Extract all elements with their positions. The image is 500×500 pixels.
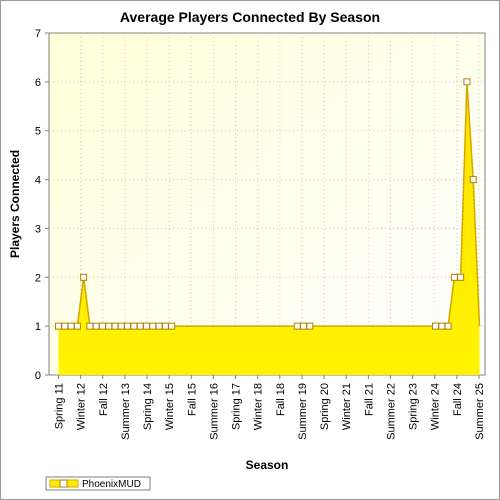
y-tick-label: 1: [35, 321, 41, 333]
x-tick-label: Summer 19: [297, 383, 309, 440]
series-area-fill: [58, 81, 480, 375]
x-axis-label: Season: [246, 458, 289, 472]
y-tick-label: 7: [35, 28, 41, 40]
data-point: [444, 322, 452, 330]
x-tick-label: Winter 12: [76, 383, 88, 430]
x-tick-label: Spring 11: [54, 383, 66, 429]
x-tick-label: Fall 15: [186, 383, 198, 416]
x-tick-label: Winter 18: [253, 383, 265, 430]
data-point: [92, 322, 100, 330]
data-point: [168, 322, 176, 330]
y-axis-label: Players Connected: [8, 150, 22, 258]
legend-label: PhoenixMUD: [82, 479, 141, 490]
y-tick-label: 5: [35, 126, 41, 138]
y-tick-label: 3: [35, 223, 41, 235]
data-point: [98, 322, 106, 330]
y-tick-label: 2: [35, 272, 41, 284]
x-tick-label: Summer 16: [208, 383, 220, 440]
chart-title: Average Players Connected By Season: [120, 9, 380, 25]
legend: PhoenixMUD: [45, 476, 151, 491]
data-point: [306, 322, 314, 330]
x-tick-label: Fall 21: [363, 383, 375, 416]
data-point: [432, 322, 440, 330]
data-point: [438, 322, 446, 330]
x-tick-label: Fall 18: [275, 383, 287, 416]
data-point: [469, 176, 477, 184]
x-tick-label: Spring 20: [319, 383, 331, 430]
x-axis: Spring 11 Winter 12 Fall 12 Summer 13 Spring…: [54, 375, 486, 440]
x-tick-label: Spring 17: [231, 383, 243, 430]
x-tick-label: Winter 21: [341, 383, 353, 430]
x-tick-label: Winter 15: [164, 383, 176, 430]
x-tick-label: Spring 23: [408, 383, 420, 430]
x-tick-label: Fall 12: [98, 383, 110, 416]
data-point: [117, 322, 125, 330]
series-markers: [55, 78, 477, 330]
data-point: [155, 322, 163, 330]
data-point: [136, 322, 144, 330]
data-point: [457, 273, 465, 281]
data-point: [463, 78, 471, 86]
data-point: [300, 322, 308, 330]
data-point: [142, 322, 150, 330]
data-point: [80, 273, 88, 281]
data-point: [149, 322, 157, 330]
data-point: [55, 322, 62, 330]
data-point: [73, 322, 81, 330]
y-tick-label: 0: [35, 370, 41, 382]
data-point: [130, 322, 138, 330]
x-tick-label: Spring 14: [142, 383, 154, 430]
data-point: [86, 322, 94, 330]
data-point: [105, 322, 113, 330]
data-point: [161, 322, 169, 330]
data-point: [61, 322, 69, 330]
x-tick-label: Summer 22: [385, 383, 397, 440]
data-point: [124, 322, 132, 330]
x-tick-label: Summer 13: [120, 383, 132, 440]
legend-marker: [59, 479, 68, 488]
data-point: [293, 322, 301, 330]
x-tick-label: Summer 25: [474, 383, 486, 440]
x-tick-label: Winter 24: [430, 383, 442, 430]
y-tick-label: 6: [35, 77, 41, 89]
y-axis: 0 1 2 3 4 5 6 7: [35, 28, 49, 382]
x-tick-label: Fall 24: [452, 383, 464, 416]
data-point: [67, 322, 75, 330]
data-point: [450, 273, 458, 281]
data-point: [111, 322, 119, 330]
y-tick-label: 4: [35, 175, 41, 187]
